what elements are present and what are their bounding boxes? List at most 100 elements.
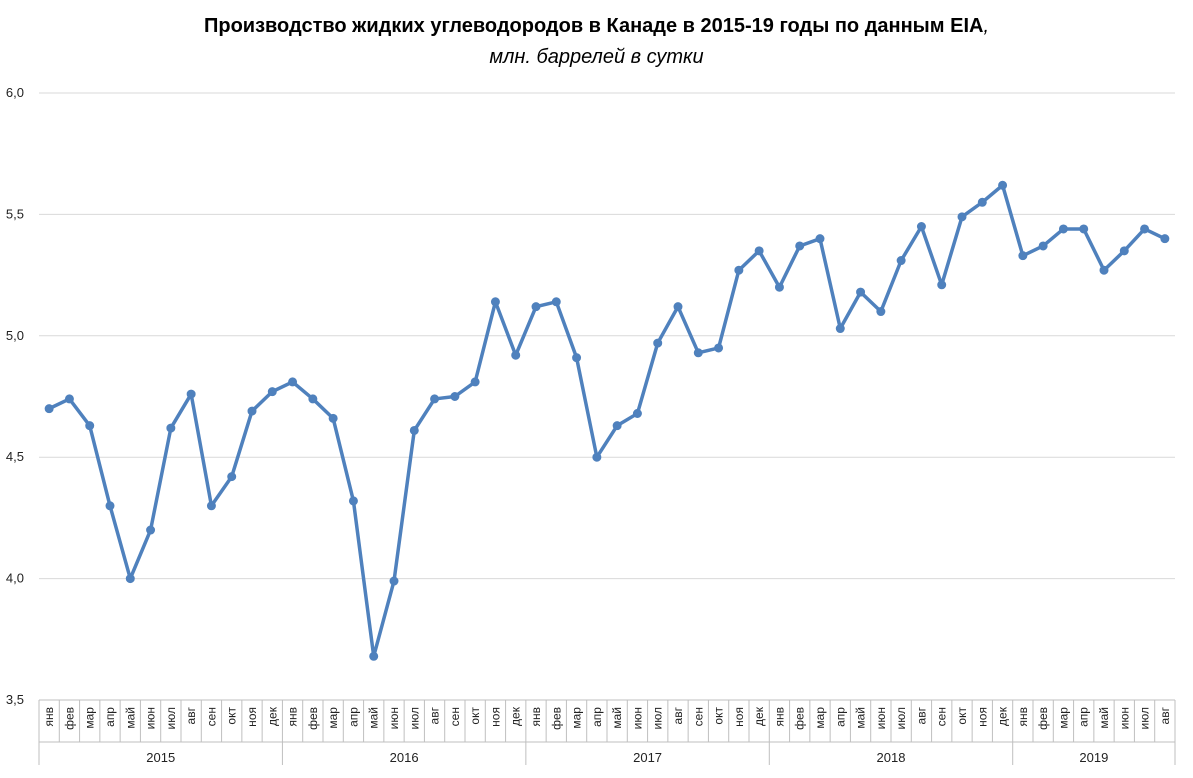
x-tick-label: апр: [103, 707, 117, 727]
data-point: [876, 307, 886, 317]
series-line: [47, 183, 1167, 659]
data-point: [247, 406, 257, 416]
data-point: [470, 377, 480, 387]
data-point: [572, 353, 582, 363]
x-tick-label: май: [854, 707, 868, 729]
x-tick-label: июл: [894, 707, 908, 729]
x-tick-label: июл: [651, 707, 665, 729]
data-point: [856, 287, 866, 297]
data-point: [267, 387, 277, 397]
y-tick-label: 3,5: [6, 692, 24, 707]
x-tick-label: янв: [772, 707, 786, 727]
data-point: [227, 472, 237, 482]
data-point: [450, 392, 460, 401]
year-label: 2016: [390, 750, 419, 765]
y-tick-label: 4,5: [6, 449, 24, 464]
x-tick-label: дек: [509, 706, 523, 726]
x-tick-label: дек: [265, 706, 279, 726]
data-point: [146, 525, 156, 535]
data-point: [653, 338, 663, 348]
x-tick-label: авг: [914, 706, 928, 724]
x-tick-label: авг: [428, 706, 442, 724]
data-point: [288, 377, 298, 387]
x-tick-label: июн: [630, 707, 644, 729]
x-tick-label: мар: [326, 707, 340, 729]
data-point: [1119, 246, 1129, 256]
x-tick-label: мар: [570, 707, 584, 729]
year-label: 2015: [146, 750, 175, 765]
x-tick-label: ноя: [245, 707, 259, 727]
x-tick-label: дек: [752, 706, 766, 726]
chart-subtitle: млн. баррелей в сутки: [489, 46, 704, 68]
data-point: [957, 212, 967, 222]
data-point: [308, 394, 318, 404]
x-tick-label: май: [1097, 707, 1111, 729]
y-axis: 3,5 4,0 4,5 5,0 5,5 6,0: [6, 85, 24, 707]
data-point: [896, 256, 906, 266]
data-point: [592, 452, 602, 462]
year-label: 2018: [877, 750, 906, 765]
x-tick-label: апр: [346, 707, 360, 727]
x-tick-label: фев: [1036, 707, 1050, 730]
x-tick-label: мар: [83, 707, 97, 729]
data-point: [64, 394, 74, 404]
data-point: [734, 265, 744, 275]
data-point: [1018, 251, 1028, 261]
data-point: [1079, 224, 1089, 234]
x-tick-label: окт: [468, 707, 482, 725]
data-point: [105, 501, 115, 511]
data-point: [774, 282, 784, 292]
x-tick-label: авг: [671, 706, 685, 724]
x-tick-label: июн: [1117, 707, 1131, 729]
x-tick-label: фев: [549, 707, 563, 730]
data-point: [328, 413, 338, 423]
data-point: [511, 350, 521, 360]
y-tick-label: 4,0: [6, 571, 24, 586]
x-tick-label: ноя: [732, 707, 746, 727]
data-point: [632, 408, 642, 418]
data-point: [490, 297, 500, 307]
data-point: [937, 280, 947, 290]
year-label: 2019: [1079, 750, 1108, 765]
x-tick-label: июл: [164, 707, 178, 729]
data-point: [551, 297, 561, 307]
x-tick-label: янв: [286, 707, 300, 727]
y-tick-label: 6,0: [6, 85, 24, 100]
data-point: [693, 348, 703, 358]
data-point: [389, 576, 399, 586]
data-point: [1038, 241, 1048, 251]
x-tick-label: сен: [935, 707, 949, 726]
x-tick-label: мар: [813, 707, 827, 729]
data-point: [977, 197, 987, 207]
data-point: [125, 574, 135, 584]
x-tick-label: мар: [1056, 707, 1070, 729]
chart-title: Производство жидких углеводородов в Кана…: [203, 15, 989, 37]
series-group: [44, 180, 1170, 661]
data-point: [714, 343, 724, 353]
y-tick-label: 5,0: [6, 328, 24, 343]
x-tick-label: окт: [225, 707, 239, 725]
data-point: [916, 222, 926, 232]
data-point: [531, 302, 541, 312]
data-point: [409, 425, 419, 435]
x-tick-label: янв: [1016, 707, 1030, 727]
x-tick-label: июн: [874, 707, 888, 729]
x-tick-label: окт: [712, 707, 726, 725]
x-tick-label: фев: [306, 707, 320, 730]
x-tick-label: фев: [62, 707, 76, 730]
x-tick-label: июн: [387, 707, 401, 729]
x-tick-label: сен: [691, 707, 705, 726]
data-point: [815, 234, 825, 244]
data-point: [1058, 224, 1068, 234]
x-tick-label: сен: [204, 707, 218, 726]
data-point: [430, 394, 440, 404]
x-tick-label: апр: [590, 707, 604, 727]
year-label: 2017: [633, 750, 662, 765]
x-tick-label: авг: [184, 706, 198, 724]
data-point: [835, 324, 845, 334]
data-point: [186, 389, 196, 399]
x-tick-label: июн: [144, 707, 158, 729]
data-point: [754, 246, 764, 256]
x-tick-label: июл: [1138, 707, 1152, 729]
y-tick-label: 5,5: [6, 206, 24, 221]
